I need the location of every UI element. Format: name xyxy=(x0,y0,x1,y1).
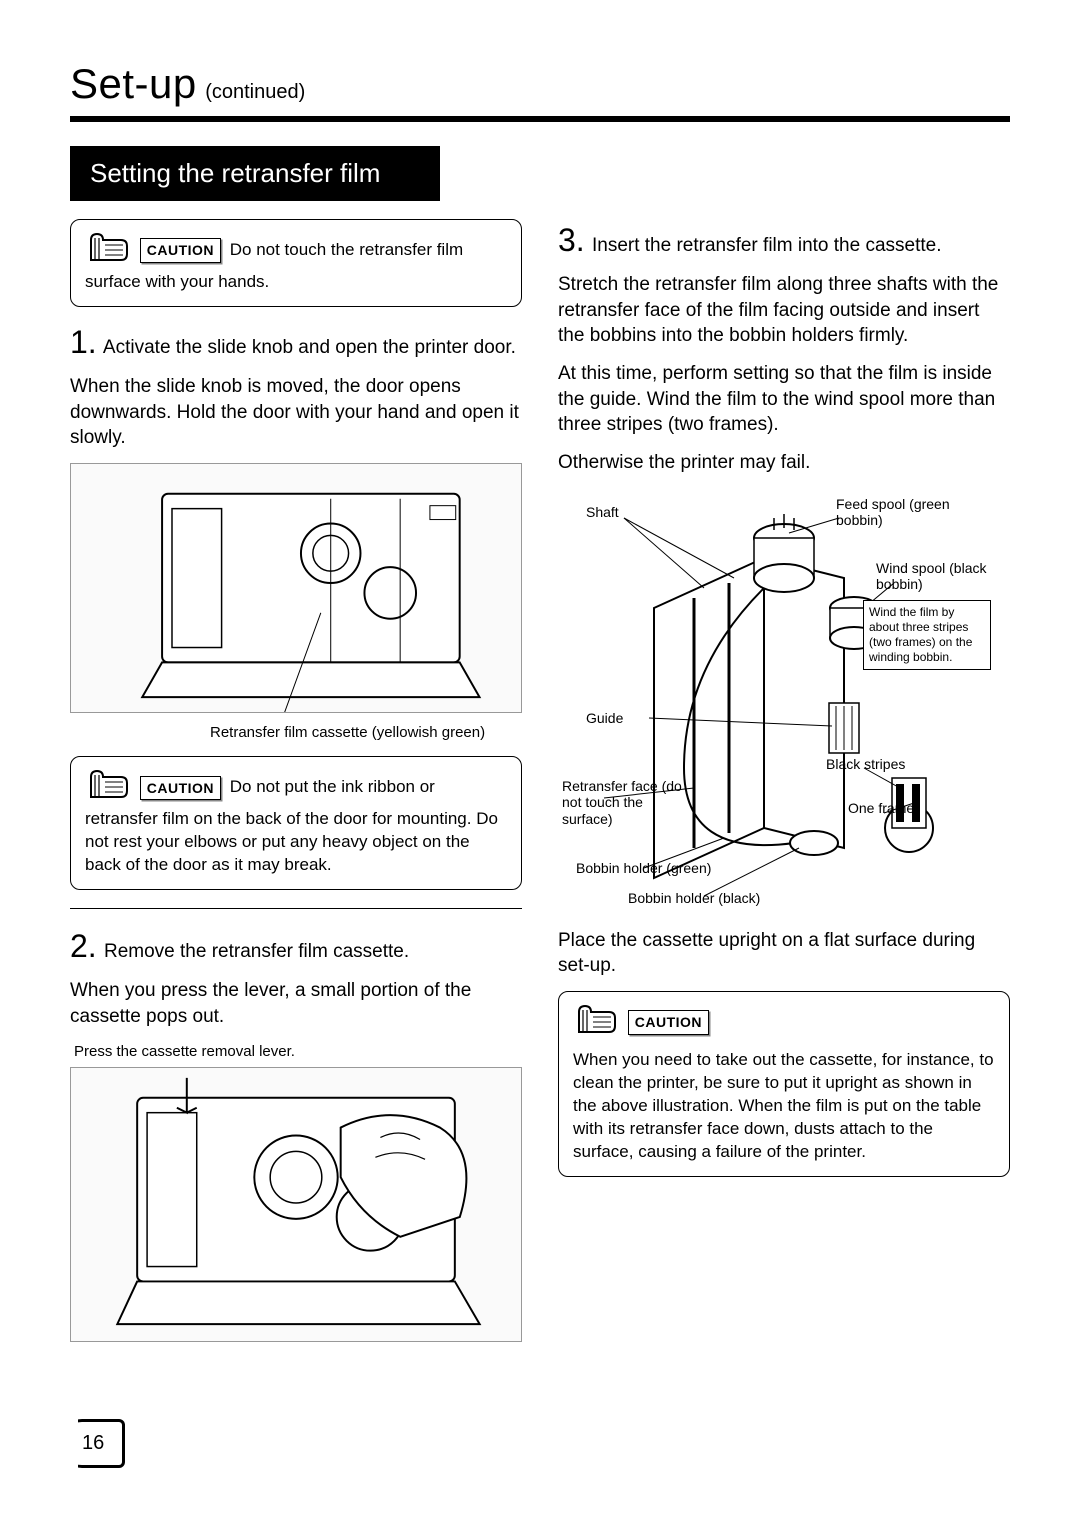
step-2-number: 2. xyxy=(70,925,97,968)
step-3-body-3: Otherwise the printer may fail. xyxy=(558,450,1010,476)
caution-box-3: CAUTION When you need to take out the ca… xyxy=(558,991,1010,1177)
label-wind-note: Wind the film by about three stripes (tw… xyxy=(863,600,991,670)
step-2: 2. Remove the retransfer film cassette. xyxy=(70,925,522,968)
figure-1 xyxy=(70,463,522,713)
section-heading: Setting the retransfer film xyxy=(70,146,440,201)
caution-hand-icon xyxy=(85,767,129,808)
step-2-body: When you press the lever, a small portio… xyxy=(70,978,522,1029)
page-number: 16 xyxy=(62,1419,125,1468)
step-3-body-1: Stretch the retransfer film along three … xyxy=(558,272,1010,349)
caution-box-2: CAUTION Do not put the ink ribbon or ret… xyxy=(70,756,522,890)
caution-hand-icon xyxy=(85,230,129,271)
page-subtitle: (continued) xyxy=(205,81,305,103)
label-wind-spool: Wind spool (black bobbin) xyxy=(876,560,996,594)
figure-1-caption: Retransfer film cassette (yellowish gree… xyxy=(70,723,522,743)
label-bobbin-black: Bobbin holder (black) xyxy=(628,890,760,907)
page-header: Set-up (continued) xyxy=(70,60,1010,122)
step-3-number: 3. xyxy=(558,219,585,262)
content-columns: CAUTION Do not touch the retransfer film… xyxy=(70,219,1010,1352)
label-bobbin-green: Bobbin holder (green) xyxy=(576,860,711,877)
step-3-text: Insert the retransfer film into the cass… xyxy=(592,235,942,256)
page-number-value: 16 xyxy=(82,1432,104,1454)
step-3: 3. Insert the retransfer film into the c… xyxy=(558,219,1010,262)
label-one-frame: One frame xyxy=(848,800,914,817)
label-feed-spool: Feed spool (green bobbin) xyxy=(836,496,976,530)
right-column: 3. Insert the retransfer film into the c… xyxy=(558,219,1010,1352)
upright-note: Place the cassette upright on a flat sur… xyxy=(558,928,1010,979)
cassette-diagram: Shaft Feed spool (green bobbin) Wind spo… xyxy=(558,488,1010,918)
step-1: 1. Activate the slide knob and open the … xyxy=(70,321,522,364)
left-column: CAUTION Do not touch the retransfer film… xyxy=(70,219,522,1352)
page-title: Set-up xyxy=(70,60,197,107)
caution-hand-icon xyxy=(573,1002,617,1043)
step-1-body: When the slide knob is moved, the door o… xyxy=(70,374,522,451)
caution-text-3: When you need to take out the cassette, … xyxy=(573,1050,994,1161)
caution-box-1: CAUTION Do not touch the retransfer film… xyxy=(70,219,522,307)
step-1-text: Activate the slide knob and open the pri… xyxy=(103,337,516,358)
figure-2-label: Press the cassette removal lever. xyxy=(74,1042,522,1062)
caution-label: CAUTION xyxy=(140,776,221,801)
step-2-text: Remove the retransfer film cassette. xyxy=(104,941,409,962)
caution-label: CAUTION xyxy=(140,238,221,263)
figure-2 xyxy=(70,1067,522,1342)
label-shaft: Shaft xyxy=(586,504,619,521)
label-retransfer-face: Retransfer face (do not touch the surfac… xyxy=(562,778,682,828)
step-3-body-2: At this time, perform setting so that th… xyxy=(558,361,1010,438)
label-black-stripes: Black stripes xyxy=(826,756,905,773)
divider xyxy=(70,908,522,909)
label-guide: Guide xyxy=(586,710,623,727)
caution-label: CAUTION xyxy=(628,1010,709,1035)
step-1-number: 1. xyxy=(70,321,97,364)
